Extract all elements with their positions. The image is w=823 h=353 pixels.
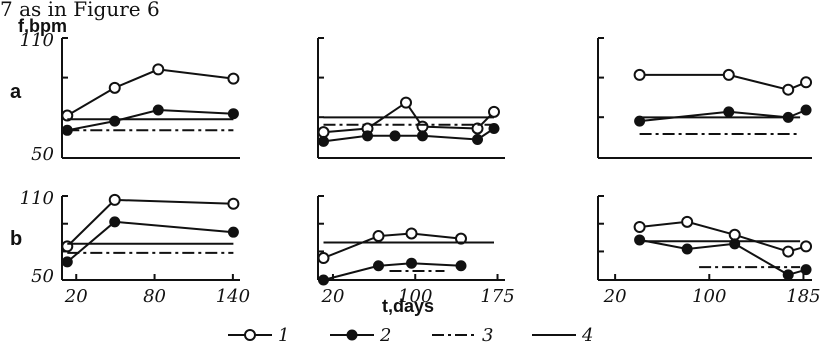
series-2-point — [472, 134, 483, 146]
series-2-point — [782, 269, 794, 281]
series-1-point — [681, 215, 694, 228]
series-1-line — [66, 68, 234, 117]
series-2-point — [723, 106, 735, 118]
series-1-point — [372, 230, 385, 243]
series-2-point — [318, 135, 329, 147]
series-2-point — [227, 108, 239, 120]
y-tick-label: 110 — [20, 30, 54, 51]
series-1-point — [61, 109, 74, 122]
x-tick-label: 20 — [64, 286, 88, 307]
series-1-point — [416, 120, 429, 133]
series-1-point — [317, 252, 330, 265]
series-1-line — [323, 232, 462, 259]
x-tick-label: 185 — [786, 286, 820, 307]
series-2-point — [455, 260, 467, 272]
series-1-line — [639, 73, 807, 91]
legend-item-4: 4 — [532, 325, 593, 346]
y-tick-label: 110 — [20, 188, 54, 209]
x-tick-label: 100 — [398, 286, 432, 307]
series-2-point — [417, 130, 428, 142]
panel-a-3 — [597, 37, 813, 159]
series-2-point — [406, 257, 417, 269]
series-1-line — [66, 198, 234, 248]
series-1-point — [800, 240, 813, 253]
series-2-line — [67, 108, 234, 132]
legend-item-1: 1 — [228, 325, 289, 346]
series-1-point — [227, 197, 240, 210]
caption-fragment: 7 as in Figure 6 — [0, 0, 160, 21]
series-1-point — [800, 76, 813, 89]
y-tick-label: 50 — [31, 144, 54, 165]
series-1-point — [317, 126, 330, 139]
series-2-point — [373, 260, 384, 272]
series-1-point — [108, 81, 121, 94]
series-2-line — [323, 262, 462, 281]
series-1-point — [227, 72, 240, 85]
legend-item-3: 3 — [432, 325, 493, 346]
series-2-point — [109, 216, 121, 228]
x-tick-label: 20 — [603, 286, 627, 307]
panel-a-2 — [317, 37, 505, 159]
series-1-point — [400, 96, 412, 109]
x-tick-label: 100 — [692, 286, 726, 307]
series-1-point — [722, 68, 735, 81]
panel-a-1: 110 50 — [20, 30, 240, 165]
x-tick-label: 80 — [143, 286, 166, 307]
series-1-point — [782, 83, 795, 96]
series-1-point — [633, 221, 646, 234]
series-1-point — [488, 105, 500, 118]
series-1-point — [633, 68, 646, 81]
legend-marker-open-circle — [244, 329, 256, 341]
panel-b-1: 110 50 20 80 140 — [20, 188, 250, 307]
x-axis-title: t,days — [382, 296, 434, 316]
series-2-point — [109, 115, 121, 127]
series-1-point — [455, 232, 467, 245]
legend-label: 1 — [278, 325, 289, 346]
y-tick-label: 50 — [31, 266, 54, 287]
series-1-point — [152, 63, 165, 76]
panel-b-3: 20 100 185 — [597, 195, 821, 307]
series-2-point — [634, 234, 646, 246]
legend-label: 2 — [379, 325, 391, 346]
series-2-line — [66, 220, 234, 263]
series-1-point — [782, 245, 795, 258]
legend-label: 3 — [482, 325, 493, 346]
series-2-point — [318, 274, 329, 286]
y-axis-title: f,bpm — [18, 16, 67, 36]
series-2-point — [362, 130, 373, 142]
series-2-point — [152, 104, 164, 116]
series-2-point — [389, 130, 401, 142]
chart-panels: 110 50 110 50 20 80 140 20 100 175 20 100 185 — [20, 30, 821, 307]
legend-marker-filled-circle — [346, 329, 358, 341]
series-1-point — [405, 227, 418, 240]
x-tick-label: 20 — [321, 286, 345, 307]
series-1-point — [728, 228, 741, 241]
series-2-point — [800, 104, 812, 116]
x-tick-label: 175 — [480, 286, 514, 307]
series-2-point — [681, 243, 693, 255]
panel-b-2: 20 100 175 — [317, 195, 515, 307]
series-2-point — [61, 256, 73, 268]
series-1-line — [639, 220, 807, 253]
series-1-point — [471, 122, 484, 135]
legend-label: 4 — [581, 325, 593, 346]
series-2-point — [227, 226, 239, 238]
legend-item-2: 2 — [330, 325, 391, 346]
x-tick-label: 140 — [216, 286, 250, 307]
series-2-point — [800, 264, 812, 276]
row-label-b: b — [10, 228, 22, 250]
series-1-point — [108, 193, 121, 206]
series-2-line — [639, 109, 807, 123]
series-2-line — [639, 238, 807, 276]
row-label-a: a — [10, 81, 22, 103]
legend: 1 2 3 4 — [228, 325, 593, 346]
